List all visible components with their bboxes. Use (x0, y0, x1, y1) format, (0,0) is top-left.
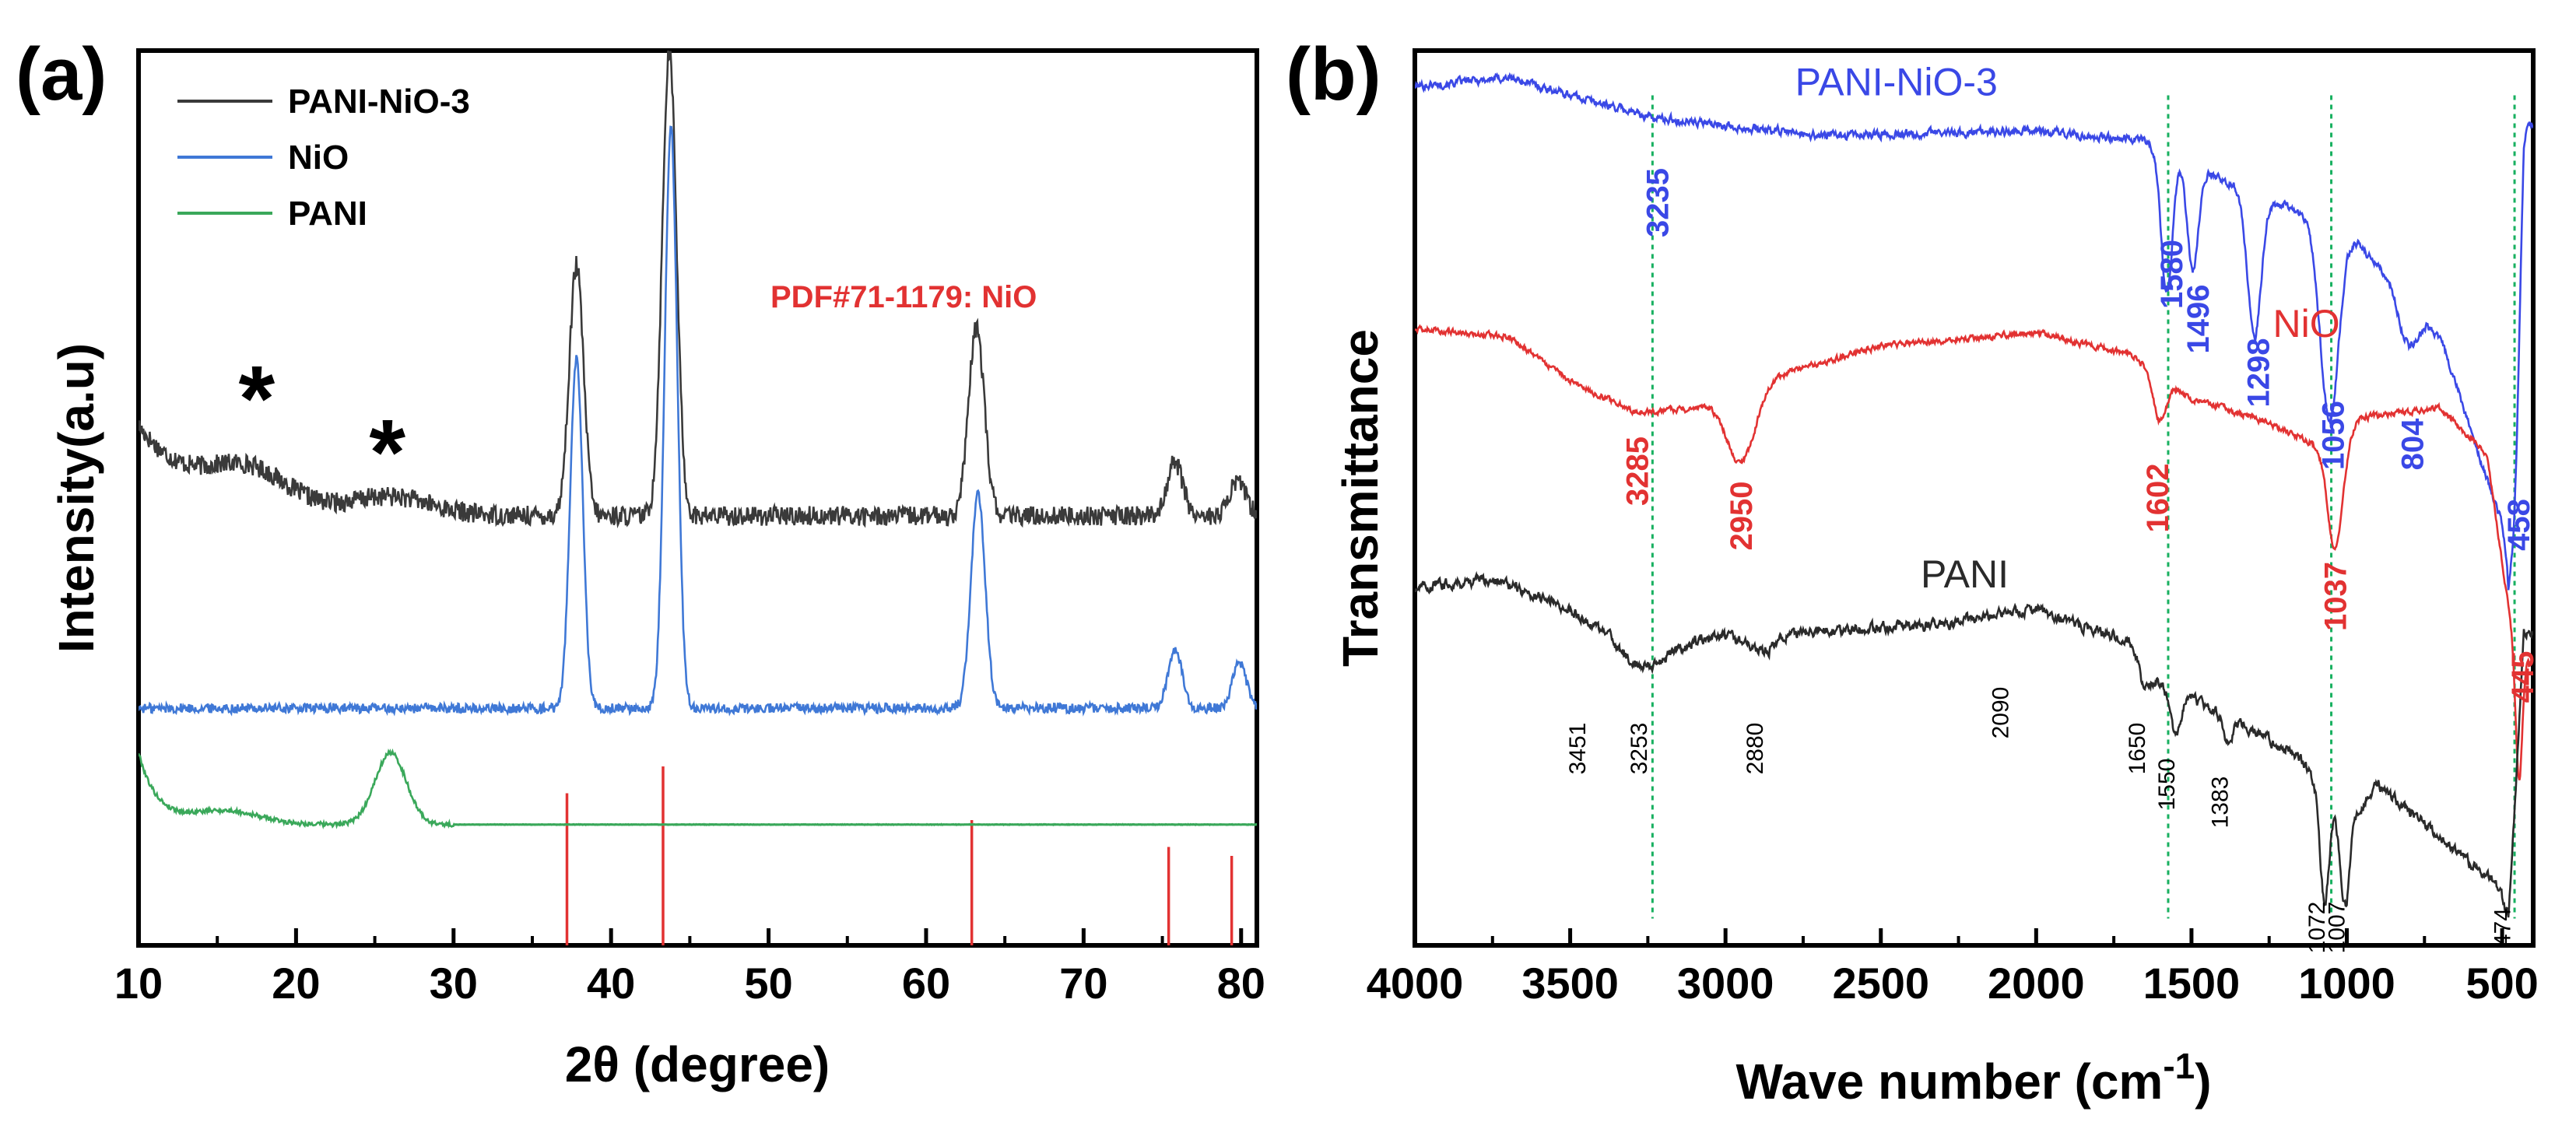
x-tick-label-a-50: 50 (744, 959, 792, 1008)
panel-b-x-ticks (1413, 928, 2504, 945)
peak-label-1-445: 445 (2506, 651, 2540, 703)
panel-b: (b) 4000 3500 3000 2500 2000 1500 1000 500 Wave… (1286, 33, 2540, 1110)
peak-label-2-1072: 1072 (2304, 902, 2330, 954)
panel-a-x-ticks (136, 928, 1244, 945)
panel-b-x-axis-title-main: Wave number (cm (1735, 1054, 2163, 1110)
peak-label-1-2950: 2950 (1725, 482, 1759, 551)
peak-label-1-3285: 3285 (1620, 437, 1655, 506)
peak-label-1-1037: 1037 (2319, 562, 2353, 631)
panel-a-plot-frame (136, 48, 1259, 948)
peak-label-0-1580: 1580 (2155, 240, 2189, 309)
series-line-ftir-pani (1415, 570, 2533, 918)
x-tick-label-a-20: 20 (272, 959, 320, 1008)
panel-a-x-tick-labels: 10 20 30 40 50 60 70 80 (114, 959, 1265, 1008)
peak-label-2-1650: 1650 (2125, 723, 2150, 775)
series-line-nio (139, 125, 1257, 717)
star-marker-1: * (238, 347, 275, 451)
peak-label-2-2090: 2090 (1988, 687, 2013, 739)
panel-b-x-axis-title: Wave number (cm-1) (1735, 1046, 2211, 1110)
x-tick-label-b-2500: 2500 (1832, 959, 1929, 1008)
series-label-2: PANI (1921, 552, 2009, 596)
panel-b-x-axis-title-end: ) (2195, 1054, 2211, 1110)
panel-a: (a) 10 20 30 40 50 60 70 80 2θ (degree) Intensi… (16, 33, 1265, 1092)
x-tick-label-a-80: 80 (1217, 959, 1265, 1008)
x-tick-label-b-4000: 4000 (1367, 959, 1464, 1008)
x-tick-label-a-60: 60 (902, 959, 950, 1008)
peak-label-0-1056: 1056 (2317, 401, 2351, 470)
x-tick-label-a-70: 70 (1059, 959, 1107, 1008)
peak-label-0-804: 804 (2395, 418, 2430, 470)
panel-a-x-axis-title: 2θ (degree) (565, 1036, 830, 1092)
panel-b-y-axis-title: Transmittance (1332, 329, 1388, 667)
panel-b-x-axis-title-sup: -1 (2163, 1046, 2195, 1086)
panel-b-x-tick-labels: 4000 3500 3000 2500 2000 1500 1000 500 (1367, 959, 2539, 1008)
series-label-1: NiO (2273, 302, 2340, 345)
peak-label-0-458: 458 (2502, 499, 2536, 551)
x-tick-label-a-40: 40 (587, 959, 635, 1008)
x-tick-label-b-1500: 1500 (2143, 959, 2241, 1008)
peak-label-0-3235: 3235 (1641, 168, 1675, 237)
peak-label-2-1383: 1383 (2208, 777, 2234, 829)
peak-label-2-1550: 1550 (2154, 759, 2180, 811)
series-line-ftir-nio (1415, 324, 2533, 780)
series-line-pani-nio-3 (139, 51, 1257, 529)
x-tick-label-b-1000: 1000 (2298, 959, 2395, 1008)
panel-b-plot-frame (1413, 48, 2536, 948)
reference-pattern-label: PDF#71-1179: NiO (770, 280, 1037, 314)
x-tick-label-b-2000: 2000 (1988, 959, 2085, 1008)
panel-b-guide-lines (1651, 95, 2516, 919)
series-line-pani (139, 748, 1257, 829)
panel-b-series-labels: PANI-NiO-3 NiO PANI (1795, 61, 2340, 597)
peak-label-2-474: 474 (2490, 908, 2516, 947)
peak-label-2-1007: 1007 (2325, 902, 2350, 954)
panel-a-letter: (a) (16, 33, 107, 116)
panel-a-y-axis-title: Intensity(a.u) (48, 343, 104, 653)
x-tick-label-b-3000: 3000 (1677, 959, 1774, 1008)
panel-a-legend: PANI-NiO-3 NiO PANI (177, 82, 470, 233)
legend-label-1: NiO (288, 138, 349, 177)
peak-label-2-3451: 3451 (1565, 723, 1591, 775)
star-marker-2: * (369, 401, 405, 505)
peak-label-1-1602: 1602 (2141, 464, 2175, 533)
legend-label-2: PANI (288, 195, 367, 233)
peak-label-2-3253: 3253 (1627, 723, 1652, 775)
legend-label-0: PANI-NiO-3 (288, 82, 470, 121)
peak-label-0-1298: 1298 (2242, 338, 2276, 408)
x-tick-label-a-30: 30 (430, 959, 478, 1008)
x-tick-label-a-10: 10 (114, 959, 163, 1008)
panel-b-letter: (b) (1286, 33, 1381, 116)
x-tick-label-b-3500: 3500 (1521, 959, 1619, 1008)
panel-a-reference-lines (565, 766, 1234, 945)
x-tick-label-b-500: 500 (2465, 959, 2538, 1008)
panel-a-star-markers: ** (238, 347, 405, 505)
series-line-ftir-pani-nio-3 (1415, 72, 2533, 591)
series-label-0: PANI-NiO-3 (1795, 61, 1998, 104)
peak-label-2-2880: 2880 (1742, 723, 1768, 775)
peak-label-0-1496: 1496 (2181, 285, 2216, 354)
